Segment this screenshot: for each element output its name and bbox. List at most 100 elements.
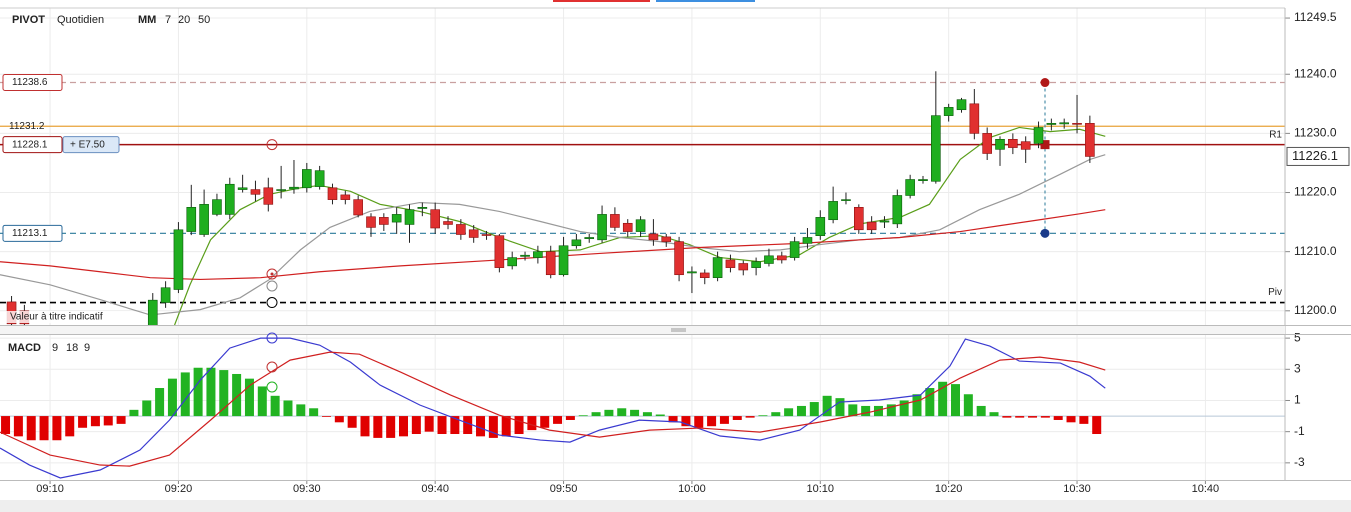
histogram-bar	[578, 415, 588, 417]
y-tick-label: -1	[1294, 424, 1305, 438]
histogram-bar	[809, 402, 819, 417]
histogram-bar	[1015, 416, 1025, 418]
histogram-bar	[771, 412, 781, 417]
candle-body	[199, 204, 209, 235]
histogram-bar	[553, 416, 563, 424]
x-tick-label: 10:00	[678, 483, 706, 495]
histogram-bar	[989, 412, 999, 417]
histogram-bar	[283, 400, 293, 417]
level-name: R1	[1269, 129, 1282, 140]
histogram-bar	[52, 416, 62, 441]
candle-body	[635, 219, 646, 232]
candle-body	[404, 209, 415, 225]
histogram-bar	[411, 416, 421, 435]
candle-body	[379, 217, 389, 225]
candle-body	[186, 207, 197, 232]
histogram-bar	[78, 416, 88, 428]
histogram-bar	[514, 416, 524, 435]
candle-body	[648, 233, 659, 241]
histogram-bar	[270, 395, 280, 417]
histogram-bar	[129, 409, 139, 417]
candle-body	[1059, 122, 1070, 125]
level-label: 11213.1	[12, 228, 48, 239]
histogram-bar	[476, 416, 486, 437]
histogram-bar	[296, 404, 306, 417]
candle-body	[776, 255, 787, 261]
histogram-bar	[861, 405, 871, 417]
alert-marker	[266, 361, 278, 373]
histogram-bar	[591, 412, 601, 417]
histogram-bar	[142, 400, 152, 417]
candle-body	[802, 237, 813, 244]
level-label: 11231.2	[9, 121, 45, 132]
period: Quotidien	[57, 14, 104, 26]
candle-body	[147, 299, 158, 325]
histogram-bar	[951, 384, 961, 417]
macd-param: 9	[84, 342, 90, 354]
histogram-bar	[848, 404, 858, 417]
candle-body	[982, 133, 992, 154]
histogram-bar	[707, 416, 717, 427]
candle-body	[1008, 138, 1018, 148]
x-tick-label: 09:40	[421, 483, 449, 495]
histogram-bar	[1002, 416, 1012, 418]
indicator-line	[0, 351, 1106, 467]
candle-body	[558, 245, 569, 276]
legend-entry: 20	[178, 14, 190, 26]
candle-body	[815, 217, 826, 236]
histogram-bar	[206, 367, 216, 417]
candle-body	[674, 241, 684, 276]
histogram-bar	[1053, 416, 1063, 420]
annotation: Valeur à titre indicatif	[10, 312, 103, 323]
histogram-bar	[232, 373, 242, 417]
x-tick-label: 09:10	[36, 483, 64, 495]
alert-marker	[270, 272, 274, 276]
candle-body	[969, 103, 980, 134]
y-tick-label: 3	[1294, 361, 1301, 375]
histogram-bar	[745, 416, 755, 418]
candle-body	[879, 220, 890, 223]
candle-body	[931, 115, 941, 182]
candle-body	[212, 199, 222, 215]
entry-marker	[1040, 140, 1050, 150]
histogram-bar	[180, 372, 190, 417]
histogram-bar	[193, 367, 203, 417]
level-name: Piv	[1268, 287, 1282, 298]
histogram-bar	[630, 409, 640, 417]
candle-body	[456, 224, 466, 235]
candle-body	[237, 187, 248, 190]
candle-body	[391, 214, 402, 223]
candle-body	[289, 186, 299, 190]
candle-body	[1020, 141, 1031, 150]
axes: 09:10 09:20 09:30 09:40 09:50 10:00 10:10 10:20…	[2, 10, 1350, 495]
candle-body	[250, 189, 261, 195]
panel-splitter[interactable]	[0, 326, 1285, 334]
macd-param: 18	[66, 342, 78, 354]
histogram-bar	[899, 400, 909, 417]
candle-body	[687, 271, 697, 274]
histogram-bar	[873, 405, 883, 417]
candle-body	[160, 287, 171, 303]
y-tick-label: 5	[1294, 330, 1301, 344]
y-tick-label: -3	[1294, 455, 1305, 469]
x-tick-label: 10:30	[1063, 483, 1091, 495]
candle-body	[712, 257, 723, 278]
histogram-bar	[386, 416, 396, 438]
y-tick-label: 11210.0	[1294, 244, 1337, 258]
histogram-bar	[13, 416, 23, 437]
candle-body	[468, 229, 479, 238]
indicator-line	[0, 154, 1106, 316]
histogram-bar	[1079, 416, 1089, 424]
last-price: 11226.1	[1292, 148, 1338, 163]
candle-body	[571, 239, 582, 247]
histogram-bar	[26, 416, 36, 441]
x-tick-label: 10:20	[935, 483, 963, 495]
legend-entry: 50	[198, 14, 210, 26]
indicator-title: MM	[138, 14, 156, 26]
histogram-bar	[938, 381, 948, 417]
histogram-bar	[373, 416, 383, 438]
histogram-bar	[976, 405, 986, 417]
candle-body	[789, 241, 800, 258]
histogram-bar	[732, 416, 742, 420]
